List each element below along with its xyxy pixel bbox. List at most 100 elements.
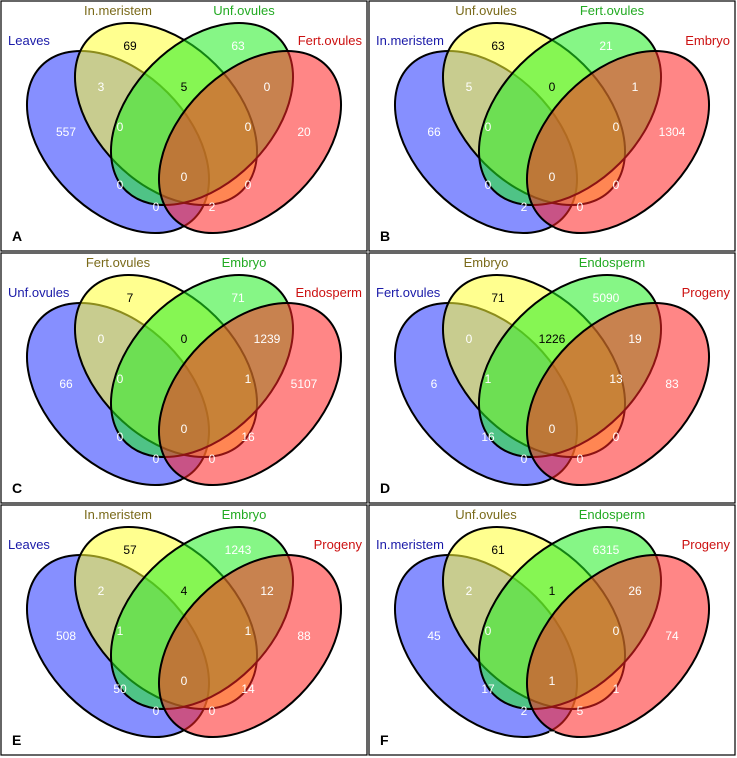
region-count-acd: 0 bbox=[153, 452, 160, 466]
set-label-3: Fert.ovules bbox=[580, 3, 645, 18]
region-count-d: 88 bbox=[297, 629, 311, 643]
region-count-ad: 1 bbox=[549, 477, 556, 491]
region-count-abcd: 0 bbox=[181, 170, 188, 184]
panel-border bbox=[368, 0, 736, 252]
panel-letter: B bbox=[380, 228, 390, 244]
region-count-bd: 13 bbox=[609, 372, 623, 386]
set-label-2: Unf.ovules bbox=[455, 507, 517, 522]
set-label-3: Endosperm bbox=[579, 255, 645, 270]
set-label-2: Unf.ovules bbox=[455, 3, 517, 18]
region-count-ac: 0 bbox=[485, 120, 492, 134]
set-ellipse-4 bbox=[157, 301, 343, 487]
region-count-b: 61 bbox=[491, 543, 505, 557]
region-count-b: 71 bbox=[491, 291, 505, 305]
region-count-b: 7 bbox=[127, 291, 134, 305]
region-count-d: 1304 bbox=[659, 125, 686, 139]
region-count-a: 557 bbox=[56, 125, 76, 139]
set-ellipse-4 bbox=[157, 49, 343, 235]
region-count-ab: 5 bbox=[466, 80, 473, 94]
region-count-abc: 17 bbox=[481, 682, 495, 696]
region-count-ac: 1 bbox=[485, 372, 492, 386]
region-count-bd: 0 bbox=[245, 120, 252, 134]
region-count-ab: 0 bbox=[98, 332, 105, 346]
set-label-4: Progeny bbox=[682, 537, 731, 552]
panel-border bbox=[0, 504, 368, 756]
panel-letter: F bbox=[380, 732, 389, 748]
region-count-cd: 12 bbox=[260, 584, 274, 598]
region-count-abd: 0 bbox=[209, 704, 216, 718]
region-count-abc: 16 bbox=[481, 430, 495, 444]
region-count-ab: 3 bbox=[98, 80, 105, 94]
panel-letter: E bbox=[12, 732, 21, 748]
panel-border bbox=[0, 252, 368, 504]
region-count-d: 20 bbox=[297, 125, 311, 139]
region-count-acd: 2 bbox=[521, 704, 528, 718]
region-count-ad: 6 bbox=[549, 225, 556, 239]
set-label-4: Endosperm bbox=[296, 285, 362, 300]
set-label-1: Leaves bbox=[8, 537, 50, 552]
panel-letter: D bbox=[380, 480, 390, 496]
region-count-abcd: 0 bbox=[181, 422, 188, 436]
region-count-bd: 0 bbox=[613, 624, 620, 638]
region-count-ab: 2 bbox=[98, 584, 105, 598]
region-count-c: 21 bbox=[599, 39, 613, 53]
region-count-bc: 1 bbox=[549, 584, 556, 598]
venn-panel-c: Unf.ovules Fert.ovules Embryo Endosperm 66 7 7… bbox=[0, 252, 368, 504]
set-label-1: In.meristem bbox=[376, 33, 444, 48]
region-count-a: 66 bbox=[59, 377, 73, 391]
set-label-4: Fert.ovules bbox=[298, 33, 363, 48]
set-label-3: Endosperm bbox=[579, 507, 645, 522]
region-count-a: 66 bbox=[427, 125, 441, 139]
region-count-abc: 0 bbox=[485, 178, 492, 192]
region-count-bcd: 0 bbox=[613, 430, 620, 444]
region-count-bcd: 0 bbox=[245, 178, 252, 192]
region-count-b: 63 bbox=[491, 39, 505, 53]
panel-letter: C bbox=[12, 480, 22, 496]
region-count-cd: 26 bbox=[628, 584, 642, 598]
region-count-bcd: 16 bbox=[241, 430, 255, 444]
region-count-abd: 0 bbox=[577, 200, 584, 214]
venn-panel-f: In.meristem Unf.ovules Endosperm Progeny 45 6… bbox=[368, 504, 736, 756]
set-ellipse-4 bbox=[525, 301, 711, 487]
region-count-d: 83 bbox=[665, 377, 679, 391]
region-count-abd: 0 bbox=[577, 452, 584, 466]
region-count-bc: 5 bbox=[181, 80, 188, 94]
venn-panel-e: Leaves In.meristem Embryo Progeny 508 57 1243 8… bbox=[0, 504, 368, 756]
region-count-ad: 1 bbox=[181, 729, 188, 743]
venn-panel-d: Fert.ovules Embryo Endosperm Progeny 6 71 5090… bbox=[368, 252, 736, 504]
panel-border bbox=[368, 504, 736, 756]
region-count-acd: 0 bbox=[153, 200, 160, 214]
region-count-a: 6 bbox=[431, 377, 438, 391]
set-label-3: Embryo bbox=[222, 507, 267, 522]
set-label-3: Unf.ovules bbox=[213, 3, 275, 18]
region-count-bcd: 0 bbox=[613, 178, 620, 192]
region-count-bcd: 14 bbox=[241, 682, 255, 696]
region-count-abcd: 0 bbox=[549, 422, 556, 436]
region-count-a: 45 bbox=[427, 629, 441, 643]
set-label-2: Fert.ovules bbox=[86, 255, 151, 270]
set-label-1: Leaves bbox=[8, 33, 50, 48]
region-count-ab: 0 bbox=[466, 332, 473, 346]
region-count-ac: 0 bbox=[485, 624, 492, 638]
set-ellipse-4 bbox=[157, 553, 343, 739]
region-count-c: 63 bbox=[231, 39, 245, 53]
region-count-a: 508 bbox=[56, 629, 76, 643]
region-count-cd: 19 bbox=[628, 332, 642, 346]
set-ellipse-4 bbox=[525, 553, 711, 739]
region-count-bc: 1226 bbox=[539, 332, 566, 346]
set-label-2: Embryo bbox=[464, 255, 509, 270]
region-count-acd: 2 bbox=[521, 200, 528, 214]
panel-border bbox=[368, 252, 736, 504]
region-count-cd: 1 bbox=[632, 80, 639, 94]
region-count-bc: 0 bbox=[181, 332, 188, 346]
set-label-2: In.meristem bbox=[84, 507, 152, 522]
region-count-abd: 2 bbox=[209, 200, 216, 214]
region-count-bc: 4 bbox=[181, 584, 188, 598]
region-count-b: 57 bbox=[123, 543, 137, 557]
set-ellipse-4 bbox=[525, 49, 711, 235]
region-count-bc: 0 bbox=[549, 80, 556, 94]
region-count-abcd: 1 bbox=[549, 674, 556, 688]
